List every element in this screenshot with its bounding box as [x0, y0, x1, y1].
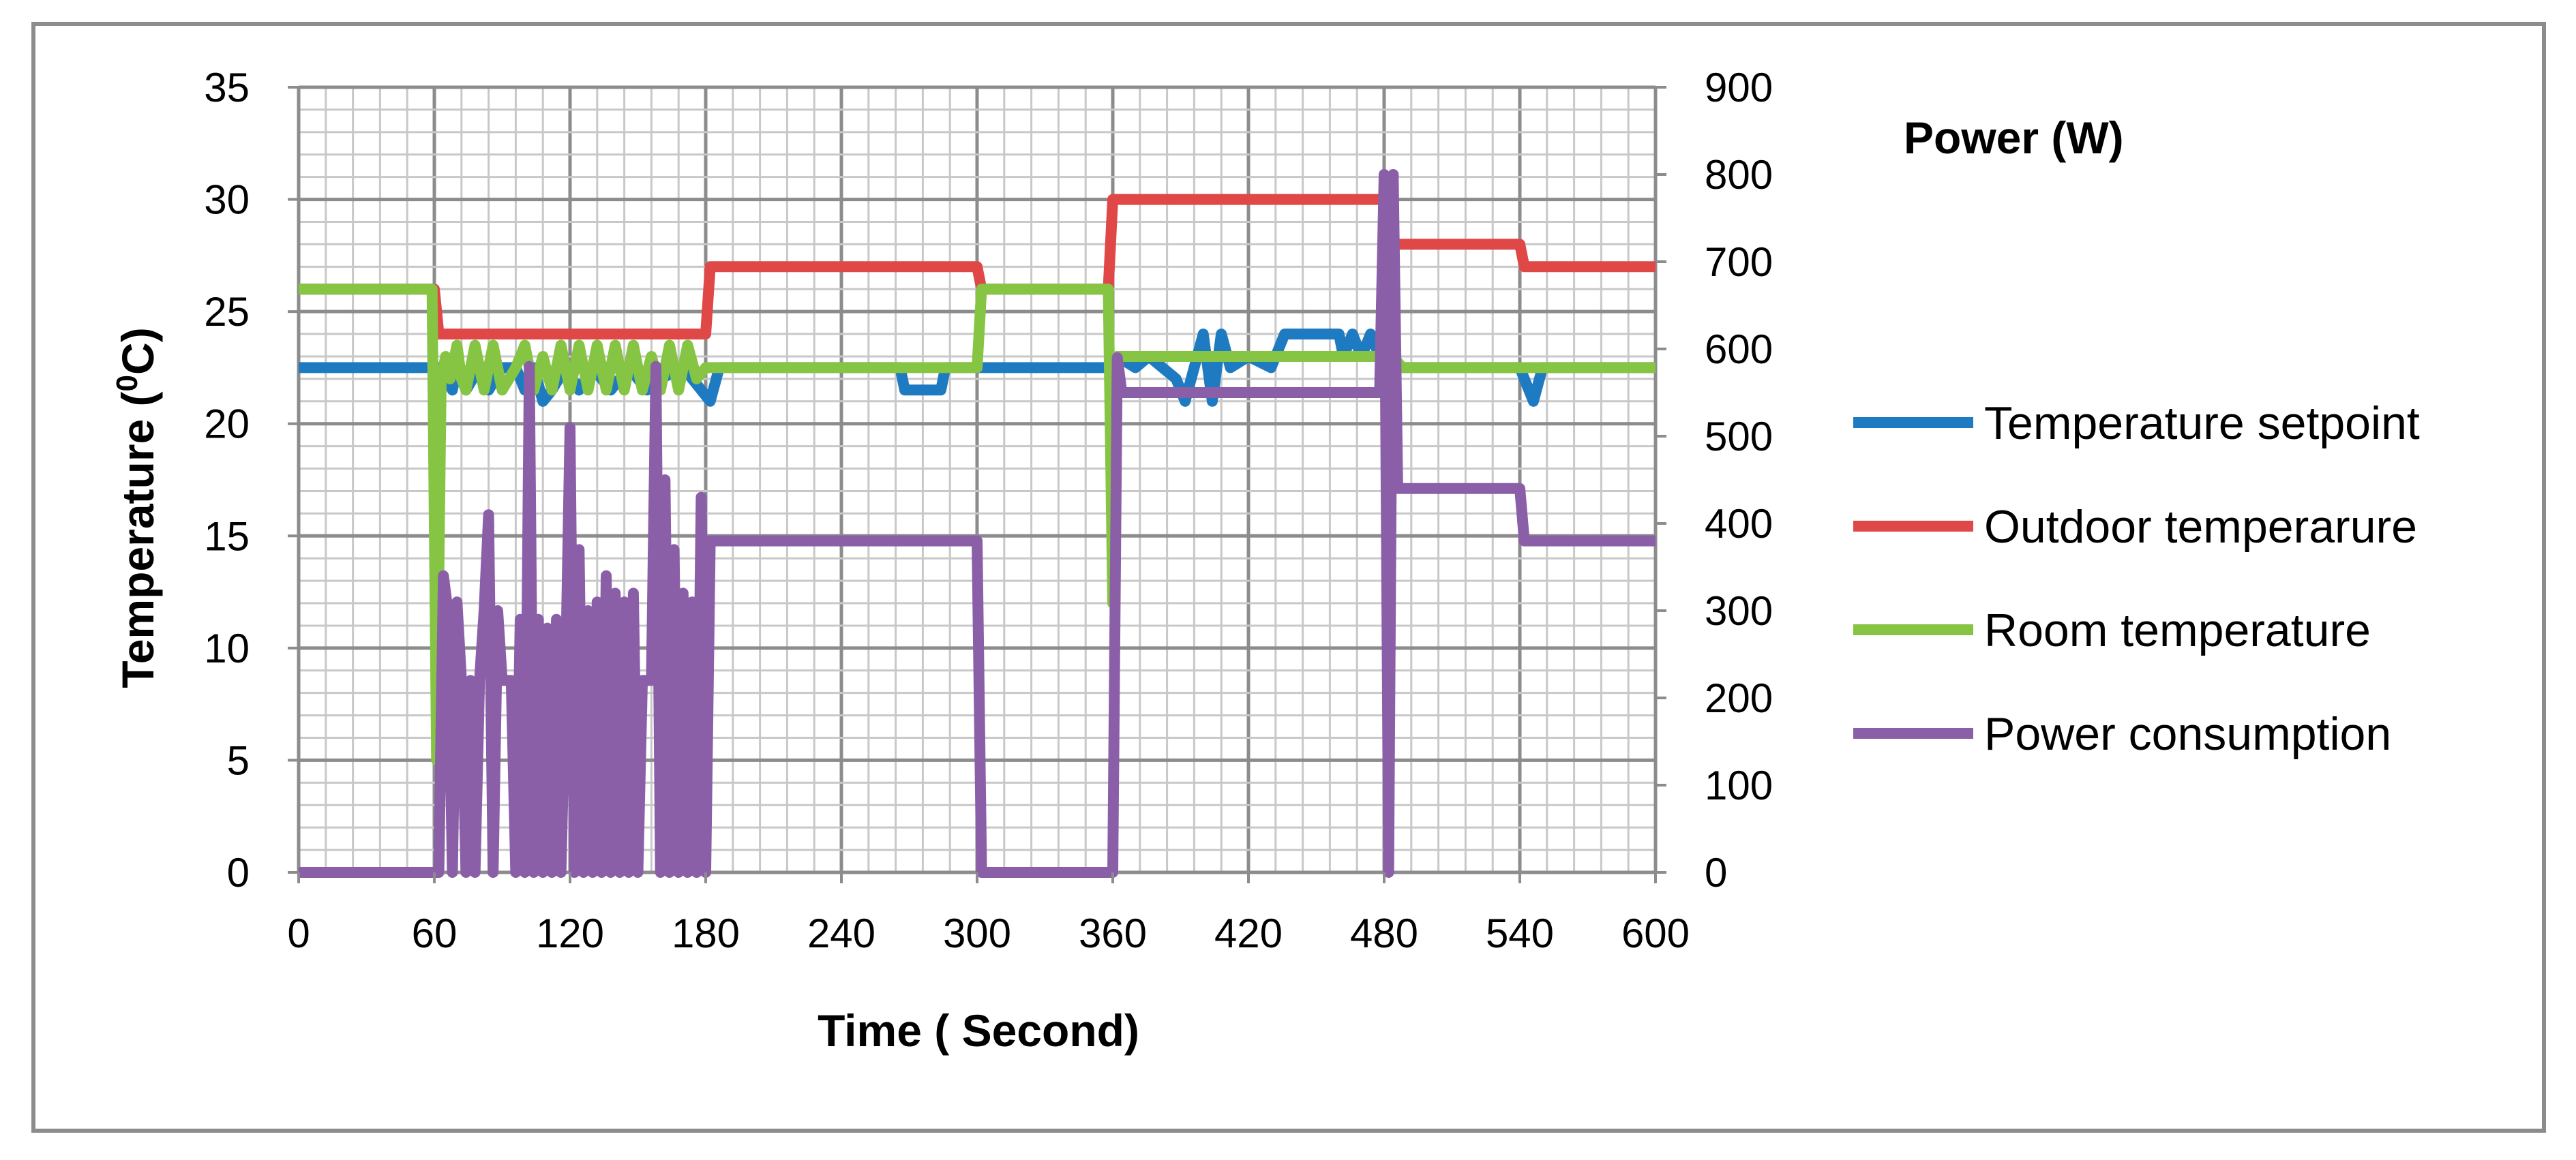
y-right-tick-label: 200 [1705, 675, 1773, 721]
y-right-tick-label: 100 [1705, 763, 1773, 808]
y-right-axis-ticks: 0 100 200 300 400 500 600 700 800 900 [1656, 65, 1773, 896]
y-right-tick-label: 800 [1705, 152, 1773, 198]
x-tick-label: 300 [943, 911, 1011, 956]
y-left-tick-label: 0 [227, 850, 250, 896]
legend-label-room-temperature: Room temperature [1984, 605, 2371, 656]
x-tick-label: 540 [1486, 911, 1554, 956]
y-right-tick-label: 0 [1705, 850, 1727, 896]
x-tick-label: 0 [287, 911, 310, 956]
x-tick-label: 60 [412, 911, 458, 956]
y-right-axis-title: Power (W) [1904, 112, 2124, 163]
y-left-tick-label: 10 [204, 626, 250, 671]
x-tick-label: 420 [1214, 911, 1283, 956]
y-right-tick-label: 600 [1705, 326, 1773, 372]
series-line-power-consumption [299, 169, 1656, 878]
y-right-tick-label: 300 [1705, 588, 1773, 634]
y-right-tick-label: 400 [1705, 501, 1773, 547]
x-tick-label: 480 [1350, 911, 1418, 956]
x-tick-label: 180 [672, 911, 740, 956]
x-tick-label: 120 [536, 911, 604, 956]
y-left-axis-title-main: Temperature ( [113, 391, 163, 688]
y-left-axis-ticks: 0 5 10 15 20 25 30 35 [204, 65, 299, 896]
y-left-tick-label: 20 [204, 401, 250, 447]
y-left-tick-label: 25 [204, 289, 250, 335]
y-left-tick-label: 5 [227, 737, 250, 783]
series-layer [299, 169, 1656, 878]
y-left-tick-label: 15 [204, 513, 250, 559]
x-axis-ticks: 0 60 120 180 240 300 360 420 480 540 600 [287, 872, 1690, 956]
legend-label-temperature-setpoint: Temperature setpoint [1984, 397, 2420, 449]
legend-label-power-consumption: Power consumption [1984, 708, 2391, 760]
x-tick-label: 360 [1079, 911, 1147, 956]
x-tick-label: 600 [1621, 911, 1690, 956]
legend: Temperature setpoint Outdoor temperarure R… [1853, 397, 2420, 760]
y-left-axis-title-unit: C) [113, 327, 163, 375]
y-left-tick-label: 30 [204, 177, 250, 223]
series-line-room-temperature [299, 284, 1656, 766]
series-line-temperature-setpoint [299, 329, 1656, 407]
y-right-tick-label: 700 [1705, 239, 1773, 285]
y-left-axis-title-superscript: 0 [110, 375, 144, 391]
chart-frame [31, 22, 2546, 1133]
y-left-axis-title: Temperature (0C) [110, 327, 163, 688]
x-tick-label: 240 [807, 911, 875, 956]
y-right-tick-label: 900 [1705, 65, 1773, 110]
y-right-tick-label: 500 [1705, 414, 1773, 459]
x-axis-title: Time ( Second) [818, 1005, 1139, 1056]
legend-label-outdoor-temperarure: Outdoor temperarure [1984, 501, 2417, 553]
y-left-tick-label: 35 [204, 65, 250, 110]
